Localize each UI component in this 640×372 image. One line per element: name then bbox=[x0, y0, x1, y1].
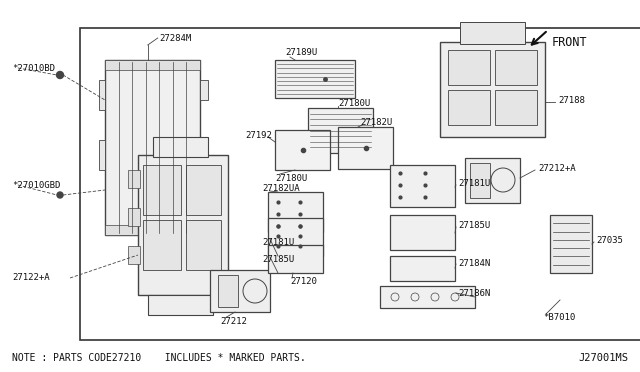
Text: 27184N: 27184N bbox=[458, 259, 490, 267]
Bar bbox=[143, 165, 181, 215]
Bar bbox=[80, 28, 640, 340]
Bar bbox=[448, 50, 490, 85]
Bar bbox=[465, 158, 520, 203]
Text: 27180U: 27180U bbox=[275, 173, 307, 183]
Text: *B7010: *B7010 bbox=[543, 314, 575, 323]
Text: 27120: 27120 bbox=[290, 278, 317, 286]
Bar bbox=[275, 60, 355, 98]
Bar bbox=[448, 90, 490, 125]
Text: FRONT: FRONT bbox=[552, 35, 588, 48]
Bar bbox=[550, 215, 592, 273]
Bar bbox=[138, 155, 228, 295]
Bar bbox=[186, 220, 221, 270]
Bar bbox=[128, 170, 140, 188]
Bar bbox=[495, 90, 537, 125]
Bar bbox=[338, 127, 393, 169]
Bar bbox=[128, 208, 140, 226]
Text: 27185U: 27185U bbox=[458, 221, 490, 230]
Circle shape bbox=[56, 71, 63, 78]
Bar bbox=[440, 42, 545, 137]
Text: 27185U: 27185U bbox=[262, 256, 294, 264]
Bar bbox=[460, 22, 525, 44]
Bar bbox=[268, 245, 323, 273]
Bar bbox=[143, 220, 181, 270]
Bar bbox=[390, 165, 455, 207]
Bar bbox=[390, 215, 455, 250]
Text: 27122+A: 27122+A bbox=[12, 273, 50, 282]
Bar bbox=[148, 295, 213, 315]
Text: NOTE : PARTS CODE27210    INCLUDES * MARKED PARTS.: NOTE : PARTS CODE27210 INCLUDES * MARKED… bbox=[12, 353, 306, 363]
Bar bbox=[186, 165, 221, 215]
Text: 27189U: 27189U bbox=[285, 48, 317, 57]
Bar bbox=[105, 60, 200, 70]
Text: 27186N: 27186N bbox=[458, 289, 490, 298]
Text: 27192: 27192 bbox=[245, 131, 272, 140]
Text: 27182U: 27182U bbox=[360, 118, 392, 126]
Bar bbox=[495, 50, 537, 85]
Text: J27001MS: J27001MS bbox=[578, 353, 628, 363]
Bar bbox=[153, 137, 208, 157]
Bar bbox=[105, 60, 200, 235]
Bar bbox=[390, 256, 455, 281]
Bar bbox=[200, 80, 208, 100]
Bar bbox=[308, 108, 373, 153]
Bar bbox=[275, 130, 330, 170]
Bar bbox=[210, 270, 270, 312]
Bar bbox=[200, 160, 208, 180]
Bar bbox=[99, 80, 105, 110]
Text: *27010GBD: *27010GBD bbox=[12, 180, 60, 189]
Bar bbox=[470, 163, 490, 198]
Text: 27182UA: 27182UA bbox=[262, 183, 300, 192]
Bar bbox=[268, 218, 323, 256]
Text: 27212: 27212 bbox=[220, 317, 247, 327]
Bar bbox=[218, 275, 238, 307]
Text: 27181U: 27181U bbox=[458, 179, 490, 187]
Text: 27188: 27188 bbox=[558, 96, 585, 105]
Text: 27212+A: 27212+A bbox=[538, 164, 575, 173]
Text: 27035: 27035 bbox=[596, 235, 623, 244]
Text: *27010BD: *27010BD bbox=[12, 64, 55, 73]
Bar bbox=[380, 286, 475, 308]
Bar bbox=[128, 246, 140, 264]
Bar bbox=[105, 225, 200, 235]
Text: 27180U: 27180U bbox=[338, 99, 371, 108]
Text: 27284M: 27284M bbox=[160, 33, 192, 42]
Circle shape bbox=[57, 192, 63, 198]
Text: 27181U: 27181U bbox=[262, 237, 294, 247]
Bar bbox=[99, 140, 105, 170]
Bar bbox=[268, 192, 323, 232]
